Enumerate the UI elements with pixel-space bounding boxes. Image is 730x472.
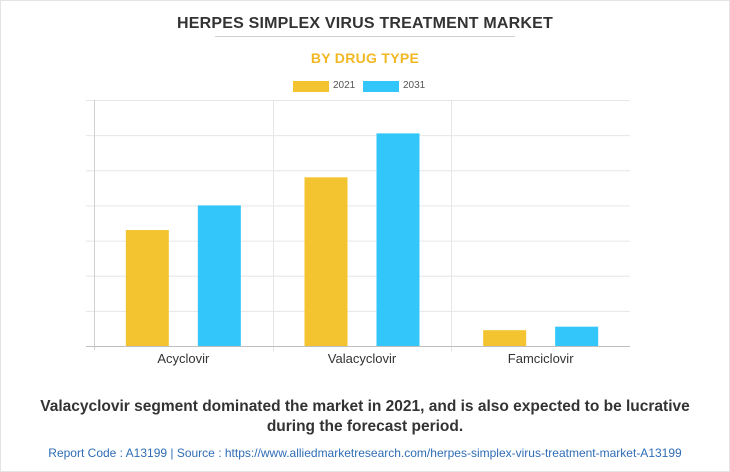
legend-label-2021: 2021 (333, 80, 356, 91)
x-tick-label: Acyclovir (157, 351, 210, 366)
x-tick-label: Valacyclovir (328, 351, 397, 366)
x-tick-label: Famciclovir (508, 351, 574, 366)
chart-subtitle: BY DRUG TYPE (310, 50, 420, 66)
chart-caption: Valacyclovir segment dominated the marke… (40, 398, 690, 435)
bar-2031-valacyclovir (376, 133, 420, 346)
bar-2021-famciclovir (483, 330, 527, 346)
bar-2021-valacyclovir (304, 177, 348, 346)
legend-label-2031: 2031 (403, 80, 426, 91)
chart-title: HERPES SIMPLEX VIRUS TREATMENT MARKET (176, 15, 554, 32)
source-footer: Report Code : A13199 | Source : https://… (48, 446, 682, 460)
bar-2021-acyclovir (125, 230, 169, 346)
legend-swatch-2021 (293, 81, 329, 92)
legend-swatch-2031 (363, 81, 399, 92)
chart-legend: 2021 2031 (0, 79, 730, 93)
bar-2031-acyclovir (197, 205, 241, 346)
bar-2031-famciclovir (555, 326, 599, 346)
title-divider (215, 36, 515, 37)
